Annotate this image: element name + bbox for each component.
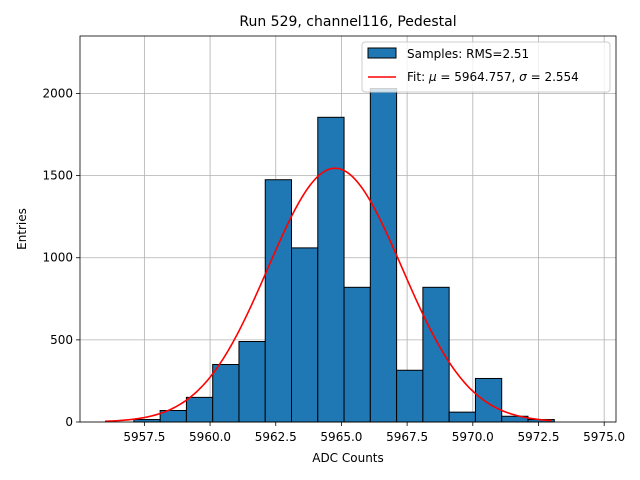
- x-tick-label: 5960.0: [189, 430, 231, 444]
- y-axis-ticks: 0 500 1000 1500 2000: [42, 86, 80, 429]
- x-tick-label: 5975.0: [583, 430, 625, 444]
- legend-hist-label: Samples: RMS=2.51: [407, 47, 529, 61]
- x-tick-label: 5965.0: [320, 430, 362, 444]
- histogram-bar: [448, 411, 476, 423]
- legend-fit-label: Fit: μ = 5964.757, σ = 2.554: [407, 70, 579, 84]
- histogram-bar: [474, 377, 503, 423]
- legend-fit-mu-value: = 5964.757,: [437, 70, 520, 84]
- legend-fit-prefix: Fit:: [407, 70, 429, 84]
- legend-fit-mu-symbol: μ: [428, 70, 437, 84]
- y-tick-label: 500: [50, 333, 73, 347]
- x-tick-label: 5970.0: [452, 430, 494, 444]
- legend-fit-sigma-value: = 2.554: [527, 70, 579, 84]
- x-tick-label: 5957.5: [123, 430, 165, 444]
- x-tick-label: 5962.5: [255, 430, 297, 444]
- y-axis-label: Entries: [15, 208, 29, 250]
- histogram-bar: [238, 341, 266, 423]
- histogram-bar: [396, 369, 424, 423]
- histogram-bars: [133, 88, 555, 423]
- y-tick-label: 0: [65, 415, 73, 429]
- legend: Samples: RMS=2.51 Fit: μ = 5964.757, σ =…: [361, 41, 611, 93]
- y-tick-label: 1000: [42, 251, 73, 265]
- histogram-bar: [264, 179, 293, 423]
- y-tick-label: 1500: [42, 169, 73, 183]
- legend-frame: [361, 41, 611, 93]
- x-tick-label: 5972.5: [517, 430, 559, 444]
- x-axis-label: ADC Counts: [312, 451, 384, 465]
- histogram-bar: [185, 396, 214, 423]
- legend-hist-swatch: [367, 47, 397, 59]
- plot-area-frame: [79, 35, 617, 423]
- histogram-bar: [343, 286, 371, 423]
- x-tick-label: 5967.5: [386, 430, 428, 444]
- histogram-bar: [369, 88, 398, 423]
- histogram-bar: [212, 364, 240, 423]
- histogram-bar: [291, 247, 319, 423]
- fit-curve: [104, 167, 552, 423]
- chart-title: Run 529, channel116, Pedestal: [239, 14, 456, 30]
- x-axis-ticks: 5957.5 5960.0 5962.5 5965.0 5967.5 5970.0 5972…: [123, 422, 625, 444]
- legend-fit-sigma-symbol: σ: [519, 70, 527, 84]
- y-tick-label: 2000: [42, 86, 73, 100]
- histogram-bar: [317, 116, 345, 423]
